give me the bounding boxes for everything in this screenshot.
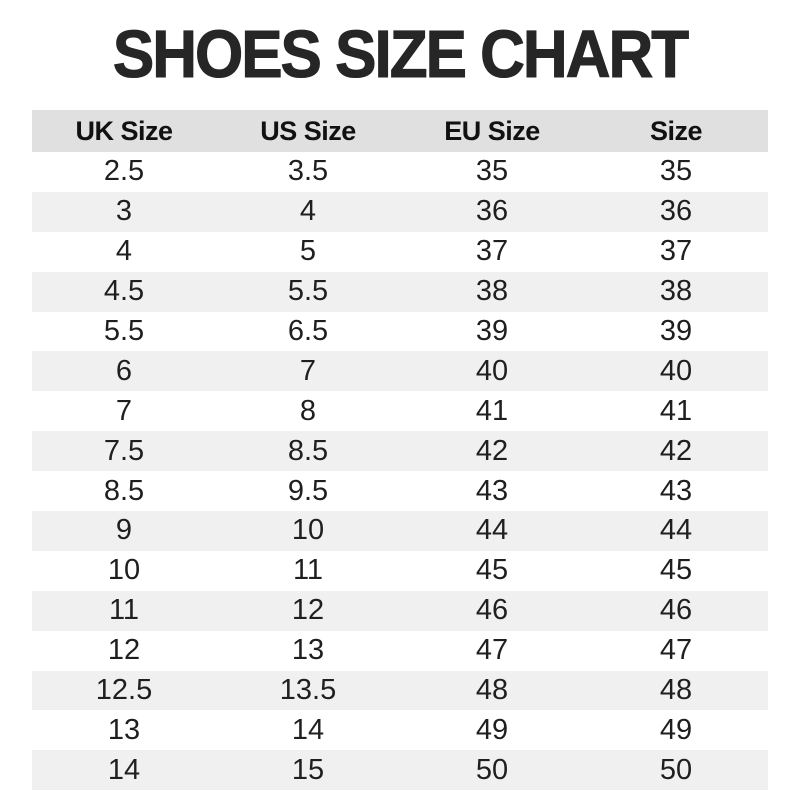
table-cell: 4.5 bbox=[103, 275, 145, 308]
column-header-eu-size: EU Size bbox=[444, 115, 540, 146]
page-title: SHOES SIZE CHART bbox=[112, 17, 689, 93]
table-cell: 7.5 bbox=[103, 434, 145, 467]
table-cell: 48 bbox=[475, 674, 509, 707]
table-cell: 9.5 bbox=[287, 474, 329, 507]
table-cell: 45 bbox=[659, 554, 693, 587]
table-cell: 13 bbox=[291, 634, 325, 667]
table-cell: 5 bbox=[299, 235, 317, 268]
table-cell: 10 bbox=[291, 514, 325, 547]
table-cell: 47 bbox=[659, 634, 693, 667]
column-header-us-size: US Size bbox=[260, 115, 356, 146]
table-cell: 50 bbox=[475, 753, 509, 786]
table-cell: 38 bbox=[475, 275, 509, 308]
table-cell: 12 bbox=[107, 634, 141, 667]
table-cell: 10 bbox=[107, 554, 141, 587]
table-row: 7 8 41 41 bbox=[32, 391, 768, 432]
table-cell: 2.5 bbox=[103, 155, 145, 188]
table-cell: 49 bbox=[475, 713, 509, 746]
table-row: 5.5 6.5 39 39 bbox=[32, 311, 768, 352]
table-cell: 47 bbox=[475, 634, 509, 667]
table-row: 2.5 3.5 35 35 bbox=[32, 152, 768, 192]
table-cell: 7 bbox=[115, 394, 133, 427]
table-body: 2.5 3.5 35 35 3 4 36 36 4 5 37 37 4.5 5.5 38 38 5.5 6.5 39… bbox=[32, 152, 768, 791]
table-cell: 13.5 bbox=[279, 674, 337, 707]
table-cell: 44 bbox=[475, 514, 509, 547]
table-cell: 39 bbox=[659, 315, 693, 347]
table-cell: 38 bbox=[659, 275, 693, 308]
table-cell: 3 bbox=[115, 195, 133, 228]
table-cell: 43 bbox=[475, 474, 509, 507]
table-cell: 12.5 bbox=[95, 674, 153, 707]
table-cell: 11 bbox=[292, 554, 324, 587]
table-cell: 7 bbox=[299, 354, 317, 387]
table-cell: 36 bbox=[659, 195, 693, 228]
table-cell: 41 bbox=[659, 394, 693, 427]
table-cell: 49 bbox=[659, 713, 693, 746]
table-cell: 37 bbox=[659, 235, 693, 268]
table-cell: 5.5 bbox=[287, 275, 329, 308]
table-cell: 43 bbox=[659, 474, 693, 507]
table-cell: 5.5 bbox=[103, 315, 145, 347]
table-row: 10 11 45 45 bbox=[32, 550, 768, 591]
table-cell: 46 bbox=[659, 594, 693, 627]
table-cell: 42 bbox=[659, 434, 693, 467]
table-header-row: UK Size US Size EU Size Size bbox=[32, 110, 768, 152]
table-cell: 4 bbox=[115, 235, 133, 268]
table-row: 7.5 8.5 42 42 bbox=[32, 431, 768, 472]
table-row: 8.5 9.5 43 43 bbox=[32, 471, 768, 512]
table-cell: 50 bbox=[659, 753, 693, 786]
size-chart-table: UK Size US Size EU Size Size 2.5 3.5 35 35 3… bbox=[32, 110, 768, 791]
table-row: 3 4 36 36 bbox=[32, 191, 768, 232]
table-cell: 8.5 bbox=[103, 474, 145, 507]
column-header-uk-size: UK Size bbox=[75, 115, 173, 146]
table-cell: 4 bbox=[299, 195, 317, 228]
table-cell: 13 bbox=[107, 713, 141, 746]
table-row: 9 10 44 44 bbox=[32, 511, 768, 551]
table-row: 13 14 49 49 bbox=[32, 710, 768, 751]
table-cell: 9 bbox=[115, 514, 133, 547]
table-cell: 3.5 bbox=[287, 155, 329, 188]
table-row: 6 7 40 40 bbox=[32, 351, 768, 392]
table-cell: 46 bbox=[475, 594, 509, 627]
table-cell: 35 bbox=[659, 155, 693, 188]
table-cell: 36 bbox=[475, 195, 509, 228]
table-cell: 12 bbox=[291, 594, 325, 627]
table-cell: 35 bbox=[475, 155, 509, 188]
table-cell: 44 bbox=[659, 514, 693, 547]
table-cell: 15 bbox=[291, 753, 325, 786]
table-cell: 14 bbox=[107, 753, 141, 786]
table-cell: 41 bbox=[475, 394, 509, 427]
table-row: 4 5 37 37 bbox=[32, 231, 768, 272]
table-cell: 8 bbox=[299, 394, 317, 427]
table-cell: 14 bbox=[291, 713, 325, 746]
table-cell: 6.5 bbox=[287, 315, 329, 347]
table-cell: 48 bbox=[659, 674, 693, 707]
table-row: 11 12 46 46 bbox=[32, 590, 768, 631]
table-row: 12 13 47 47 bbox=[32, 630, 768, 671]
table-cell: 39 bbox=[475, 315, 509, 347]
table-cell: 11 bbox=[108, 594, 140, 627]
table-cell: 37 bbox=[475, 235, 509, 268]
table-cell: 45 bbox=[475, 554, 509, 587]
table-row: 12.5 13.5 48 48 bbox=[32, 670, 768, 711]
table-cell: 6 bbox=[115, 354, 133, 387]
table-cell: 8.5 bbox=[287, 434, 329, 467]
table-cell: 40 bbox=[475, 354, 509, 387]
column-header-size: Size bbox=[649, 115, 703, 146]
table-row: 4.5 5.5 38 38 bbox=[32, 271, 768, 312]
table-cell: 42 bbox=[475, 434, 509, 467]
table-cell: 40 bbox=[659, 354, 693, 387]
table-row: 14 15 50 50 bbox=[32, 750, 768, 791]
